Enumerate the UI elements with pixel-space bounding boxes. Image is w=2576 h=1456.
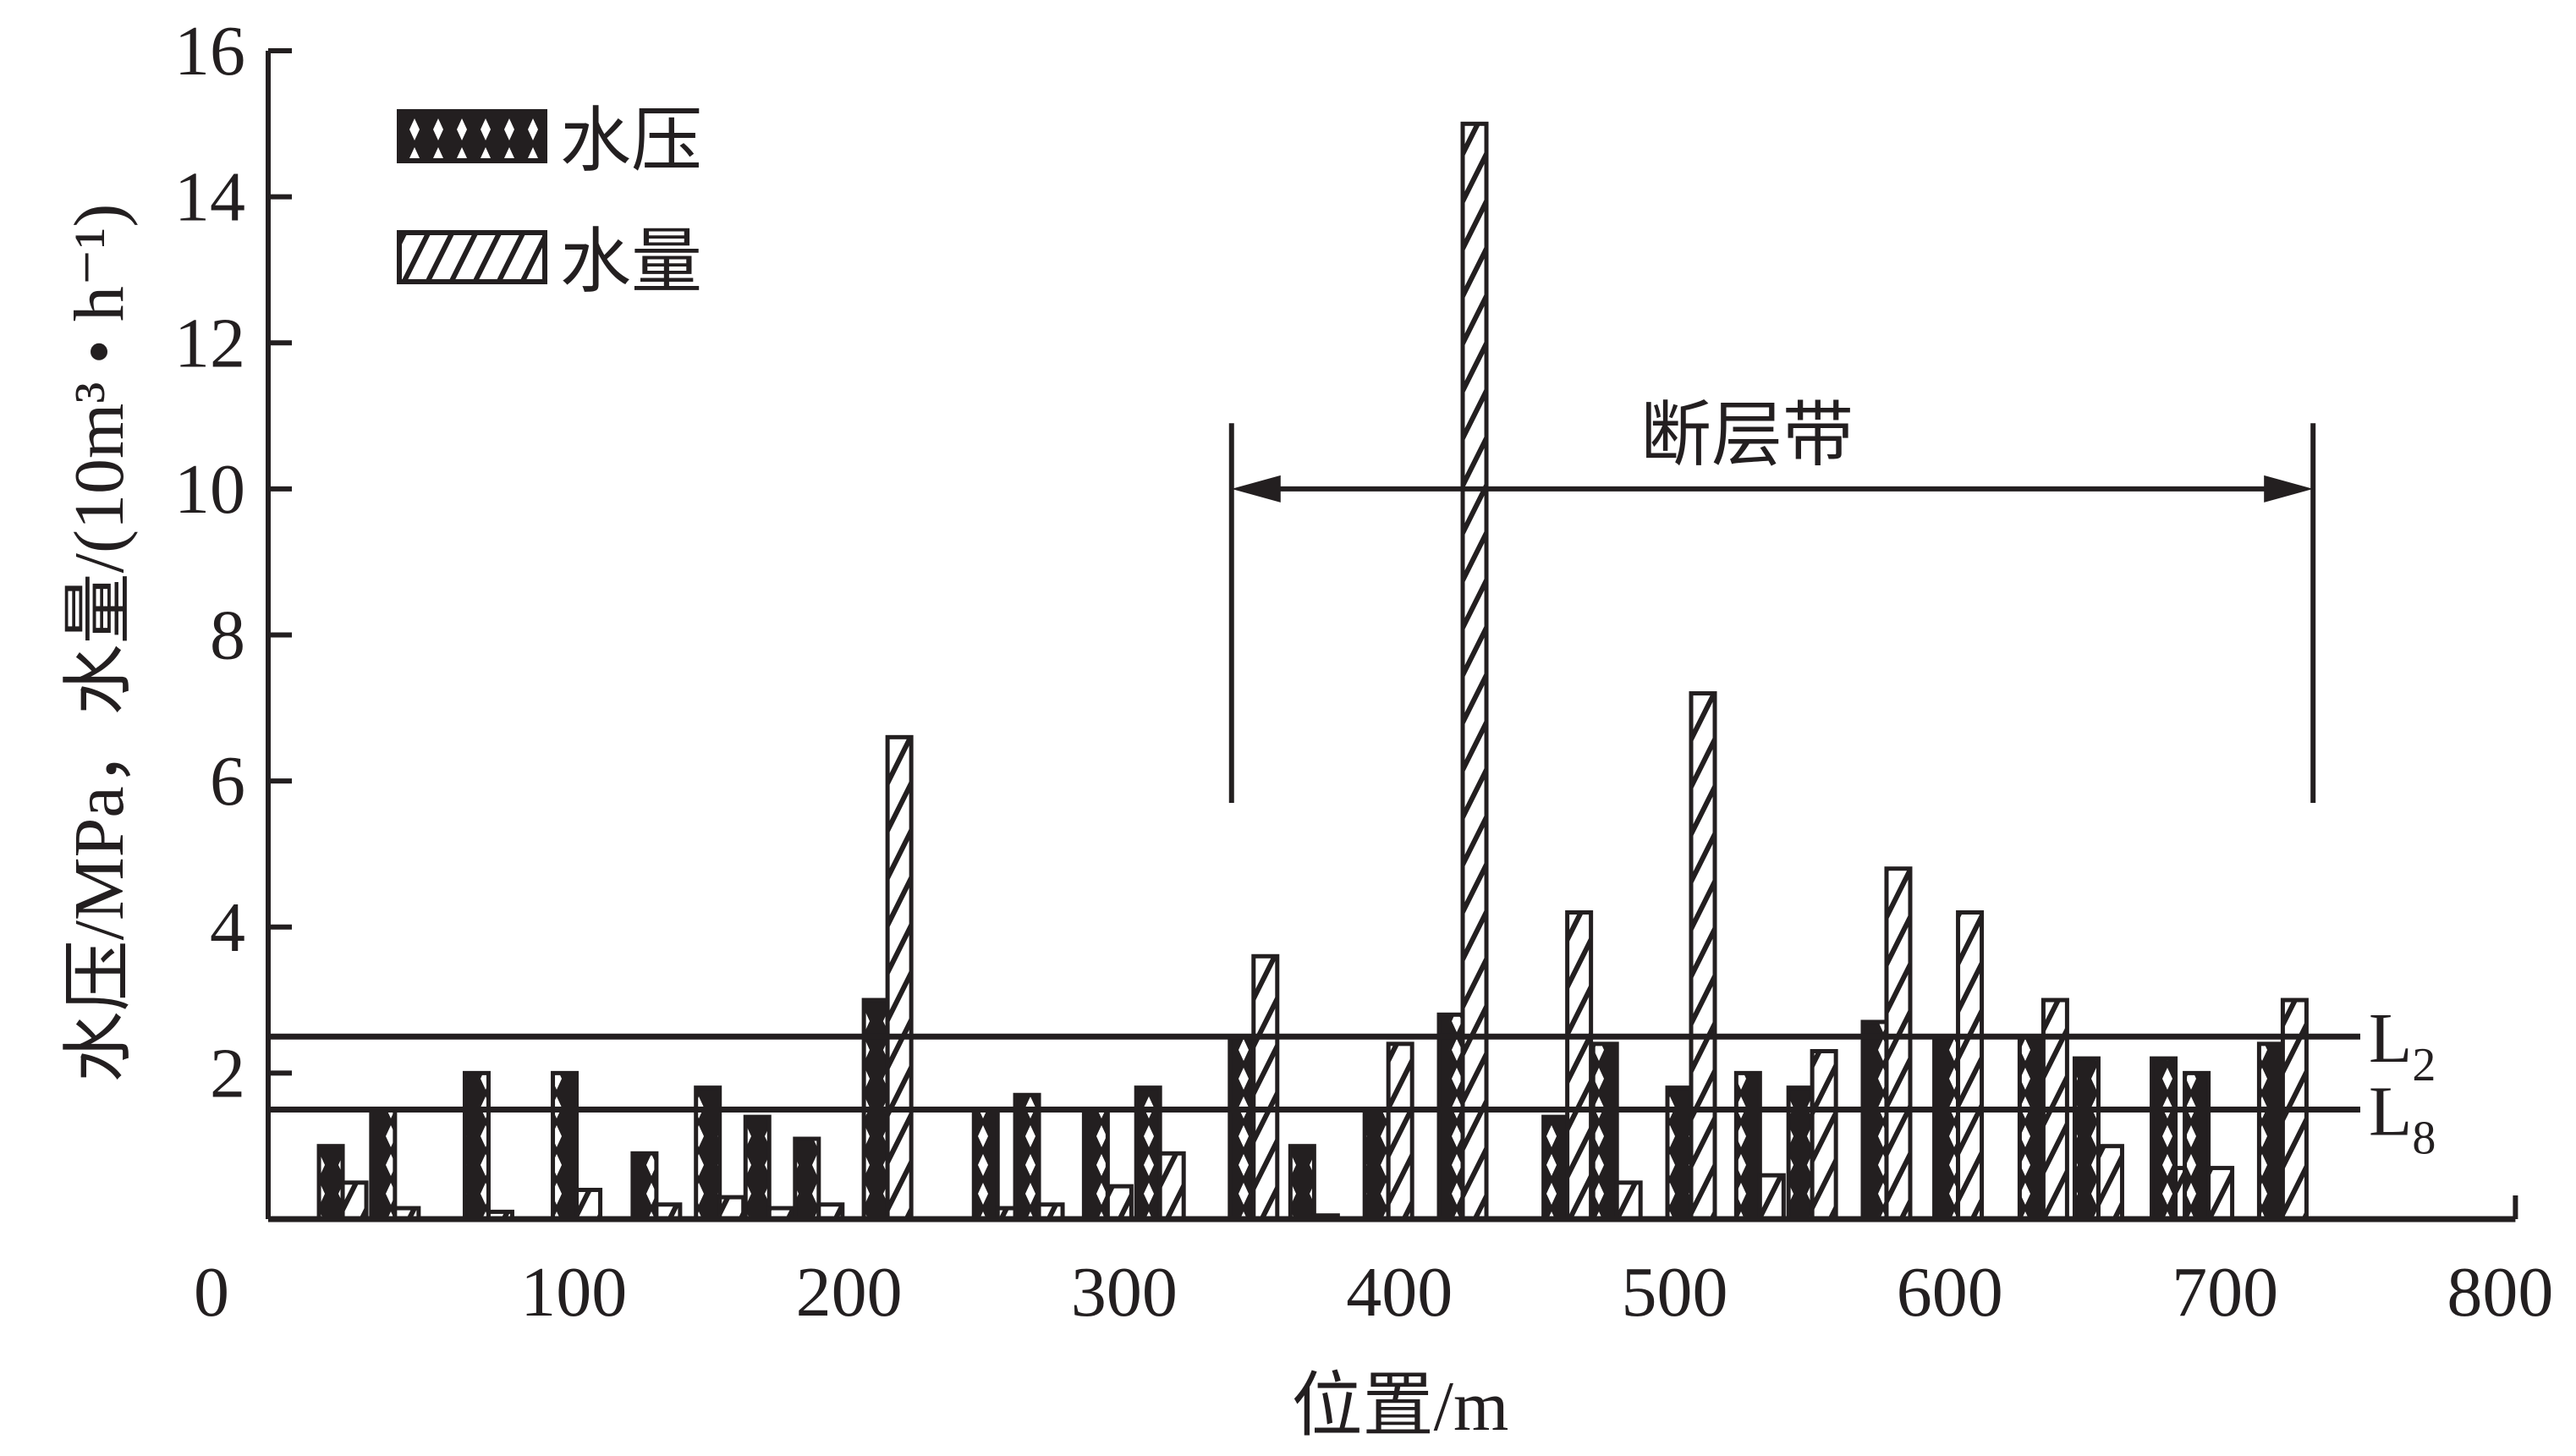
y-tick-label: 16 — [174, 12, 245, 91]
bar-pressure — [1362, 1107, 1391, 1222]
x-tick-label: 800 — [2447, 1253, 2553, 1332]
bar-pressure — [551, 1070, 579, 1222]
y-tick-label: 14 — [174, 158, 245, 237]
y-tick-label: 4 — [210, 888, 245, 967]
x-tick-label: 700 — [2172, 1253, 2278, 1332]
bar-pressure — [1436, 1012, 1465, 1222]
bar-pressure — [2072, 1056, 2101, 1222]
bar-water — [2206, 1166, 2235, 1222]
bar-pressure — [793, 1136, 821, 1222]
bar-pressure — [1081, 1107, 1110, 1222]
bar-water — [1157, 1151, 1186, 1222]
x-axis-label: 位置/m — [1292, 1367, 1509, 1446]
bar-water — [2095, 1144, 2124, 1222]
ticks-layer: 2 4 6 8 10 12 14 16 0 100 200 300 400 500 600 700 800 — [174, 12, 2553, 1332]
bar-pressure — [1733, 1070, 1762, 1222]
bar-water — [1565, 909, 1594, 1222]
bar-water — [1251, 953, 1280, 1222]
bar-pressure — [1541, 1114, 1570, 1222]
bar-pressure — [1932, 1034, 1961, 1222]
fault-zone-label: 断层带 — [1640, 397, 1854, 475]
bar-water — [1810, 1048, 1838, 1222]
reference-line-label: L8 — [2369, 1073, 2436, 1165]
bar-water — [1956, 909, 1985, 1222]
bar-pressure — [1288, 1144, 1316, 1222]
arrow-right-icon — [2264, 475, 2314, 503]
x-tick-label: 300 — [1071, 1253, 1178, 1332]
bar-pressure — [743, 1114, 772, 1222]
fault-zone-annotation — [1228, 423, 2316, 804]
bar-water — [340, 1180, 369, 1222]
y-axis-label: 水压/MPa，水量/(10m³ • h⁻¹) — [60, 204, 139, 1083]
legend: 水压 水量 — [397, 102, 702, 302]
x-tick-label: 500 — [1622, 1253, 1728, 1332]
arrow-left-icon — [1231, 475, 1281, 503]
bar-water — [1689, 691, 1717, 1222]
bar-pressure — [1013, 1092, 1041, 1222]
y-tick-label: 10 — [174, 450, 245, 529]
bar-water — [885, 734, 914, 1222]
bar-pressure — [462, 1070, 491, 1222]
bar-water — [717, 1195, 746, 1222]
bar-water — [1757, 1173, 1786, 1222]
bar-pressure — [1590, 1041, 1619, 1222]
bar-pressure — [2256, 1041, 2285, 1222]
x-tick-label: 0 — [194, 1253, 229, 1332]
bar-pressure — [316, 1144, 345, 1222]
x-tick-label: 200 — [796, 1253, 903, 1332]
legend-label-water: 水量 — [560, 223, 702, 302]
bar-water — [574, 1187, 603, 1222]
bar-pressure — [1228, 1034, 1256, 1222]
bar-pressure — [2183, 1070, 2211, 1222]
bar-pressure — [2017, 1034, 2046, 1222]
bar-water — [1460, 121, 1489, 1222]
x-tick-label: 100 — [520, 1253, 627, 1332]
bar-pressure — [369, 1107, 398, 1222]
bar-pressure — [1860, 1019, 1889, 1222]
y-tick-label: 12 — [174, 304, 245, 382]
bar-water — [1884, 866, 1913, 1222]
x-tick-label: 600 — [1897, 1253, 2003, 1332]
legend-swatch-water — [397, 230, 547, 284]
bar-water — [1614, 1180, 1643, 1222]
legend-label-pressure: 水压 — [560, 102, 702, 181]
y-tick-label: 6 — [210, 742, 245, 821]
legend-swatch-pressure — [397, 109, 547, 163]
bar-pressure — [2150, 1056, 2178, 1222]
bar-pressure — [971, 1107, 1000, 1222]
bar-water — [1386, 1041, 1414, 1222]
bar-water — [1105, 1184, 1134, 1222]
y-tick-label: 8 — [210, 596, 245, 675]
bar-pressure — [630, 1151, 659, 1222]
y-tick-label: 2 — [210, 1034, 245, 1113]
x-tick-label: 400 — [1346, 1253, 1453, 1332]
